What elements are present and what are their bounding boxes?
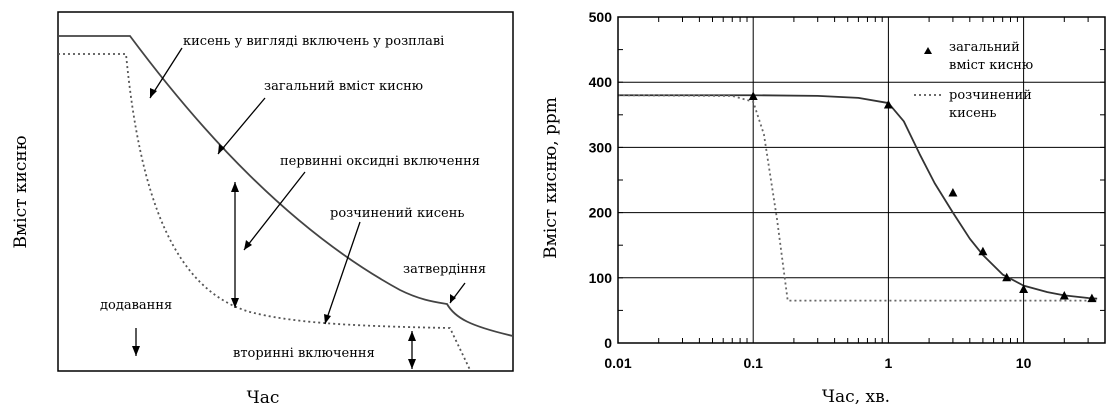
- arrowhead-secondary-up: [408, 331, 416, 341]
- y-tick-label: 200: [589, 205, 613, 221]
- arrowhead-secondary-down: [408, 359, 416, 369]
- right-tick-labels: 0 100 200 300 400 500 0.01 0.1 1 10: [589, 9, 1032, 371]
- left-dissolved-oxygen-curve: [58, 53, 471, 371]
- arrow-inclusions-melt: [149, 47, 183, 99]
- right-markers-group: [748, 91, 1097, 303]
- arrowhead-addition: [132, 346, 140, 356]
- data-point-triangle: [883, 100, 893, 109]
- right-series-group: [617, 94, 1098, 302]
- arrowhead-total-oxygen: [218, 144, 225, 154]
- y-tick-label: 500: [589, 9, 613, 25]
- legend-dissolved-line1: розчинений: [949, 88, 1032, 103]
- label-primary-inclusions: первинні оксидні включення: [280, 154, 480, 169]
- data-point-triangle: [1019, 284, 1029, 294]
- y-tick-label: 100: [589, 270, 613, 286]
- right-x-axis-label: Час, хв.: [822, 387, 890, 407]
- data-point-triangle: [1002, 272, 1012, 282]
- right-ticks: [618, 16, 1106, 344]
- arrowhead-primary-up: [231, 182, 239, 192]
- data-point-triangle: [1087, 293, 1097, 303]
- right-y-axis-label: Вміст кисню, ppm: [541, 97, 561, 259]
- left-chart: кисень у вигляді включень у розплаві заг…: [11, 11, 514, 408]
- x-tick-label: 0.01: [604, 355, 631, 371]
- arrow-dissolved-oxygen: [324, 221, 361, 325]
- legend-marker-triangle: [924, 47, 932, 54]
- arrow-total-oxygen: [217, 97, 266, 155]
- label-secondary-inclusions: вторинні включення: [233, 346, 375, 361]
- left-total-oxygen-curve: [58, 35, 514, 337]
- x-tick-label: 1: [885, 355, 893, 371]
- series-line-total-oxygen: [618, 94, 1098, 300]
- label-inclusions-melt: кисень у вигляді включень у розплаві: [183, 34, 444, 49]
- left-plot-frame: [57, 11, 514, 372]
- label-addition: додавання: [100, 298, 172, 313]
- arrow-primary-inclusions: [243, 171, 306, 251]
- label-solidification: затвердіння: [403, 262, 486, 277]
- data-point-triangle: [748, 91, 758, 101]
- right-chart: 0 100 200 300 400 500 0.01 0.1 1 10 загальний вмі…: [541, 9, 1106, 407]
- label-total-oxygen: загальний вміст кисню: [264, 79, 423, 94]
- x-tick-label: 10: [1016, 355, 1032, 371]
- legend-total-line1: загальний: [949, 40, 1020, 55]
- right-legend: загальний вміст кисню розчинений кисень: [914, 40, 1033, 121]
- y-tick-label: 0: [604, 335, 612, 351]
- data-point-triangle: [978, 246, 988, 256]
- label-dissolved-oxygen: розчинений кисень: [330, 206, 465, 221]
- arrowhead-inclusions-melt: [150, 88, 157, 98]
- y-tick-label: 400: [589, 74, 613, 90]
- left-x-axis-label: Час: [247, 388, 280, 408]
- arrowhead-primary-down: [231, 298, 239, 308]
- series-line-dissolved-oxygen: [617, 94, 1098, 302]
- arrowhead-solidification: [450, 294, 456, 303]
- left-y-axis-label: Вміст кисню: [11, 135, 31, 248]
- data-point-triangle: [948, 188, 958, 197]
- arrowhead-primary-inclusions: [244, 240, 252, 250]
- legend-dissolved-line2: кисень: [949, 106, 997, 121]
- data-point-triangle: [1059, 291, 1069, 300]
- legend-total-line2: вміст кисню: [949, 58, 1033, 73]
- y-tick-label: 300: [589, 139, 613, 155]
- arrowhead-dissolved-oxygen: [324, 314, 331, 324]
- x-tick-label: 0.1: [743, 355, 763, 371]
